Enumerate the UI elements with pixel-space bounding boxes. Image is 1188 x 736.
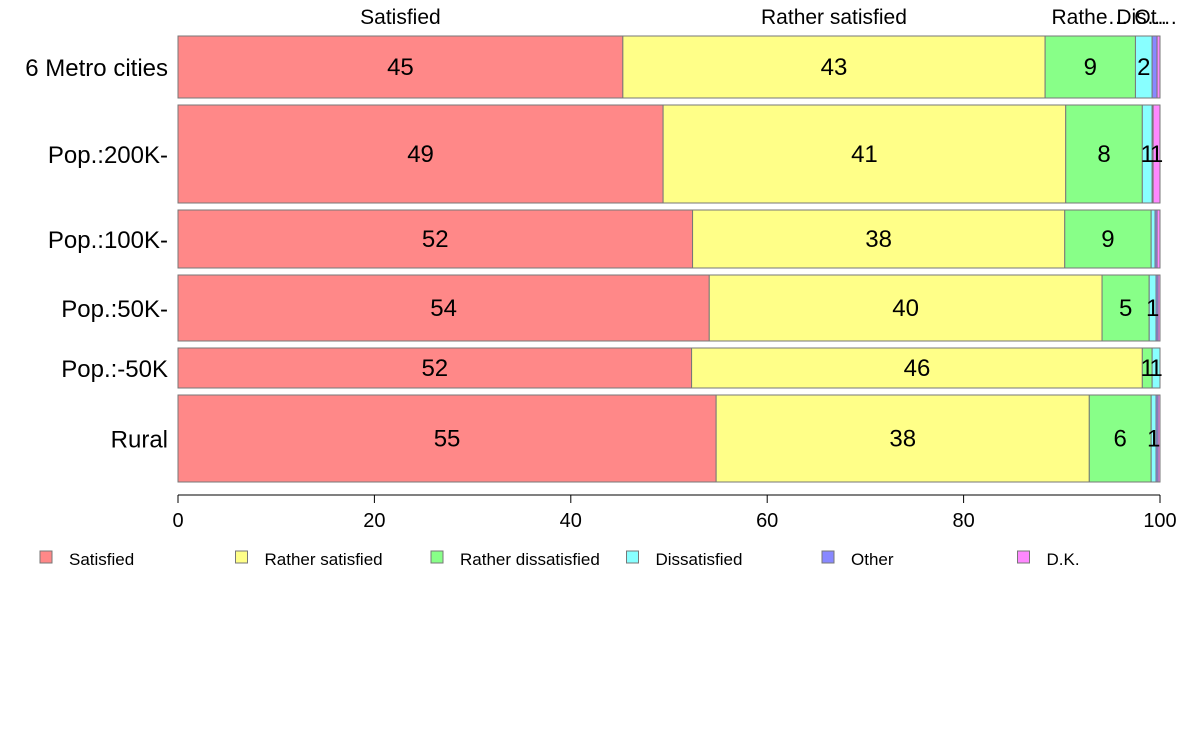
data-label: 1 bbox=[1141, 355, 1154, 382]
category-label: Rural bbox=[111, 427, 168, 454]
bar-segment bbox=[692, 209, 1066, 269]
data-label: 45 bbox=[387, 54, 414, 81]
bar-segment bbox=[1044, 35, 1136, 99]
legend-label: Satisfied bbox=[69, 550, 134, 569]
x-tick-label: 20 bbox=[363, 510, 385, 532]
data-label: 2 bbox=[1137, 54, 1150, 81]
column-header: Rathe… bbox=[1051, 6, 1128, 29]
legend-swatch bbox=[1017, 550, 1030, 564]
bar-segment bbox=[177, 35, 624, 99]
bar-segment bbox=[1150, 209, 1156, 269]
bar-segment bbox=[177, 209, 694, 269]
bar-segment bbox=[1157, 274, 1161, 342]
legend-label: Rather satisfied bbox=[265, 550, 383, 569]
data-label: 52 bbox=[422, 226, 449, 253]
data-label: 9 bbox=[1084, 54, 1097, 81]
bar-segment bbox=[715, 394, 1090, 483]
legend-label: D.K. bbox=[1047, 550, 1080, 569]
column-header: Rather satisfied bbox=[761, 6, 907, 29]
bar-segment bbox=[1101, 274, 1150, 342]
x-tick-label: 100 bbox=[1143, 510, 1176, 532]
legend-swatch bbox=[235, 550, 248, 564]
category-labels: 6 Metro cities Pop.:200K- Pop.:100K- Pop.:5… bbox=[25, 55, 168, 454]
x-tick-label: 80 bbox=[952, 510, 974, 532]
bar-segment bbox=[1156, 35, 1161, 99]
bar-segment bbox=[1152, 104, 1161, 204]
legend-swatch bbox=[821, 550, 835, 564]
data-label: 5 bbox=[1119, 295, 1132, 322]
column-header: Satisfied bbox=[360, 6, 441, 29]
bar-segment bbox=[662, 104, 1067, 204]
x-axis: 0 20 40 60 80 100 bbox=[172, 494, 1177, 532]
bar-segment bbox=[1157, 394, 1161, 483]
legend-swatch bbox=[430, 550, 444, 564]
data-label: 46 bbox=[904, 355, 931, 382]
bar-segment bbox=[1156, 209, 1161, 269]
bar-segment bbox=[1088, 394, 1152, 483]
bar-segment bbox=[1065, 104, 1143, 204]
legend-label: Dissatisfied bbox=[656, 550, 743, 569]
column-header: Ot… bbox=[1134, 6, 1177, 29]
x-tick-label: 60 bbox=[756, 510, 778, 532]
data-label: 1 bbox=[1149, 355, 1162, 382]
bar-segment bbox=[1151, 35, 1158, 99]
data-label: 38 bbox=[889, 426, 916, 453]
data-label: 1 bbox=[1141, 141, 1154, 168]
legend-swatch bbox=[626, 550, 639, 564]
x-tick-label: 40 bbox=[560, 510, 582, 532]
legend-label: Other bbox=[851, 550, 894, 569]
column-header: Dis… bbox=[1116, 6, 1167, 29]
data-label: 43 bbox=[821, 54, 848, 81]
data-label: 1 bbox=[1146, 295, 1159, 322]
category-label: Pop.:-50K bbox=[61, 356, 168, 383]
data-label: 49 bbox=[407, 141, 434, 168]
bar-segment bbox=[622, 35, 1046, 99]
bars-layer bbox=[177, 35, 1161, 483]
data-label: 55 bbox=[434, 426, 461, 453]
data-label: 1 bbox=[1150, 141, 1163, 168]
column-headers: Satisfied Rather satisfied Rathe…Dis…Ot… bbox=[360, 6, 1177, 29]
data-label: 1 bbox=[1147, 426, 1160, 453]
legend: Satisfied Rather satisfied Rather dissatis… bbox=[39, 550, 1080, 569]
bar-segment bbox=[1151, 347, 1161, 389]
data-label: 41 bbox=[851, 141, 878, 168]
category-label: Pop.:50K- bbox=[61, 296, 168, 323]
bar-segment bbox=[177, 274, 710, 342]
data-label: 9 bbox=[1101, 226, 1114, 253]
bar-segment bbox=[177, 104, 664, 204]
data-label: 54 bbox=[430, 295, 457, 322]
data-label: 6 bbox=[1114, 426, 1127, 453]
bar-segment bbox=[177, 394, 717, 483]
data-label: 40 bbox=[892, 295, 919, 322]
legend-swatch bbox=[39, 550, 53, 564]
data-label: 8 bbox=[1097, 141, 1110, 168]
data-label: 52 bbox=[421, 355, 448, 382]
legend-label: Rather dissatisfied bbox=[460, 550, 600, 569]
bar-segment bbox=[708, 274, 1103, 342]
bar-segment bbox=[1064, 209, 1152, 269]
category-label: 6 Metro cities bbox=[25, 55, 168, 82]
x-tick-label: 0 bbox=[172, 510, 183, 532]
data-label: 38 bbox=[865, 226, 892, 253]
category-label: Pop.:100K- bbox=[48, 227, 168, 254]
category-label: Pop.:200K- bbox=[48, 142, 168, 169]
